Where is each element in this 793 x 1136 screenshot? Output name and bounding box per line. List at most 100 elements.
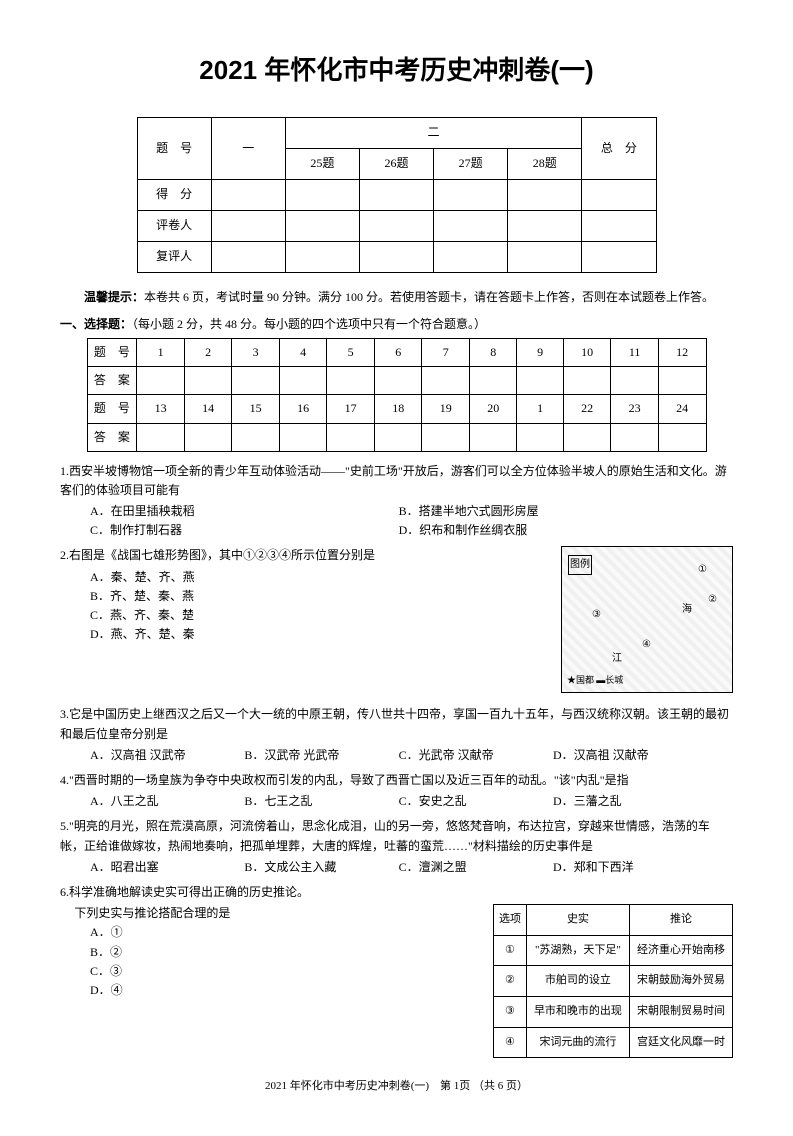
q3-C: C．光武帝 汉献帝 [399,746,553,765]
ag-blank [184,423,232,451]
q6-r1b: "苏湖熟，天下足" [526,935,629,966]
ag-n: 5 [327,338,375,366]
tip-text: 本卷共 6 页，考试时量 90 分钟。满分 100 分。若使用答题卡，请在答题卡… [144,290,714,304]
q5-B: B．文成公主入藏 [244,858,398,877]
q5-C: C．澶渊之盟 [399,858,553,877]
q6-r4b: 宋词元曲的流行 [526,1027,629,1058]
ag-n: 23 [611,395,659,423]
q1-D: D．织布和制作丝绸衣服 [399,521,708,540]
ag-blank [469,423,517,451]
answer-grid: 题 号 1 2 3 4 5 6 7 8 9 10 11 12 答 案 题 号 1… [87,338,707,452]
q6-r3c: 宋朝限制贸易时间 [629,996,732,1027]
cell [582,210,656,241]
ag-n: 3 [232,338,280,366]
ag-n: 9 [517,338,563,366]
q3-A: A．汉高祖 汉武帝 [90,746,244,765]
q5-D: D．郑和下西洋 [553,858,707,877]
cell [211,210,285,241]
th-28: 28题 [508,148,582,179]
th-25: 25题 [285,148,359,179]
ag-n: 4 [279,338,327,366]
row-marker-label: 评卷人 [137,210,211,241]
cell [582,179,656,210]
cell [434,179,508,210]
q4-C: C．安史之乱 [399,792,553,811]
ag-blank [327,367,375,395]
ag-n: 19 [422,395,470,423]
ag-n: 24 [658,395,706,423]
ag-n: 1 [517,395,563,423]
q6-r2c: 宋朝鼓励海外贸易 [629,966,732,997]
section1-heading: 一、选择题：（每小题 2 分，共 48 分。每小题的四个选项中只有一个符合题意。… [60,315,733,334]
q6-r4c: 宫廷文化风靡一时 [629,1027,732,1058]
cell [211,241,285,272]
ag-blank [279,367,327,395]
th-one: 一 [211,117,285,179]
ag-n: 15 [232,395,280,423]
q6-r2b: 市舶司的设立 [526,966,629,997]
ag-blank [327,423,375,451]
cell [508,210,582,241]
q6-stem: 6.科学准确地解读史实可得出正确的历史推论。 [60,883,733,902]
q1-stem: 1.西安半坡博物馆一项全新的青少年互动体验活动——"史前工场"开放后，游客们可以… [60,462,733,500]
ag-n: 11 [611,338,659,366]
ag-blank [422,367,470,395]
q1-C: C．制作打制石器 [90,521,399,540]
ag-n: 7 [422,338,470,366]
cell [359,179,433,210]
q3-stem: 3.它是中国历史上继西汉之后又一个大一统的中原王朝，传八世共十四帝，享国一百九十… [60,705,733,743]
cell [359,210,433,241]
cell [285,210,359,241]
ag-n: 12 [658,338,706,366]
q5-A: A．昭君出塞 [90,858,244,877]
ag-n: 20 [469,395,517,423]
ag-blank [658,423,706,451]
row-review-label: 复评人 [137,241,211,272]
ag-blank [563,367,611,395]
q6-h1: 选项 [494,905,527,936]
ag-n: 2 [184,338,232,366]
section1-desc: （每小题 2 分，共 48 分。每小题的四个选项中只有一个符合题意。） [132,317,486,331]
ag-n: 17 [327,395,375,423]
cell [582,241,656,272]
section1-title: 一、选择题： [60,317,132,331]
q6-h3: 推论 [629,905,732,936]
ag-n: 18 [374,395,422,423]
page-footer: 2021 年怀化市中考历史冲刺卷(一) 第 1页 （共 6 页） [60,1078,733,1096]
q1-A: A．在田里插秧栽稻 [90,502,399,521]
ag-blank [279,423,327,451]
q6-r2a: ② [494,966,527,997]
q3-D: D．汉高祖 汉献帝 [553,746,707,765]
ag-blank [374,423,422,451]
cell [508,241,582,272]
ag-blank [517,367,563,395]
cell [434,210,508,241]
ag-n: 22 [563,395,611,423]
ag-blank [517,423,563,451]
q6-r4a: ④ [494,1027,527,1058]
warring-states-map: 图例 ① ② ③ ④ 海 江 ★国都 ▬长城 [561,546,733,693]
th-two: 二 [285,117,582,148]
ag-blank [137,367,185,395]
th-26: 26题 [359,148,433,179]
ag-blank [611,423,659,451]
ag-n: 1 [137,338,185,366]
q6-r3b: 早市和晚市的出现 [526,996,629,1027]
ag-blank [469,367,517,395]
th-topic: 题 号 [137,117,211,179]
page-title: 2021 年怀化市中考历史冲刺卷(一) [60,50,733,92]
ag-ans-label: 答 案 [87,367,137,395]
q6-h2: 史实 [526,905,629,936]
ag-num-label2: 题 号 [87,395,137,423]
ag-blank [611,367,659,395]
ag-n: 10 [563,338,611,366]
ag-n: 16 [279,395,327,423]
ag-blank [422,423,470,451]
cell [434,241,508,272]
q4-stem: 4."西晋时期的一场皇族为争夺中央政权而引发的内乱，导致了西晋亡国以及近三百年的… [60,771,733,790]
q6-table: 选项 史实 推论 ① "苏湖熟，天下足" 经济重心开始南移 ② 市舶司的设立 宋… [493,904,733,1058]
ag-ans-label2: 答 案 [87,423,137,451]
tip-paragraph: 温馨提示：本卷共 6 页，考试时量 90 分钟。满分 100 分。若使用答题卡，… [60,288,733,307]
th-total: 总 分 [582,117,656,179]
score-table: 题 号 一 二 总 分 25题 26题 27题 28题 得 分 评卷人 复评人 [137,117,657,273]
